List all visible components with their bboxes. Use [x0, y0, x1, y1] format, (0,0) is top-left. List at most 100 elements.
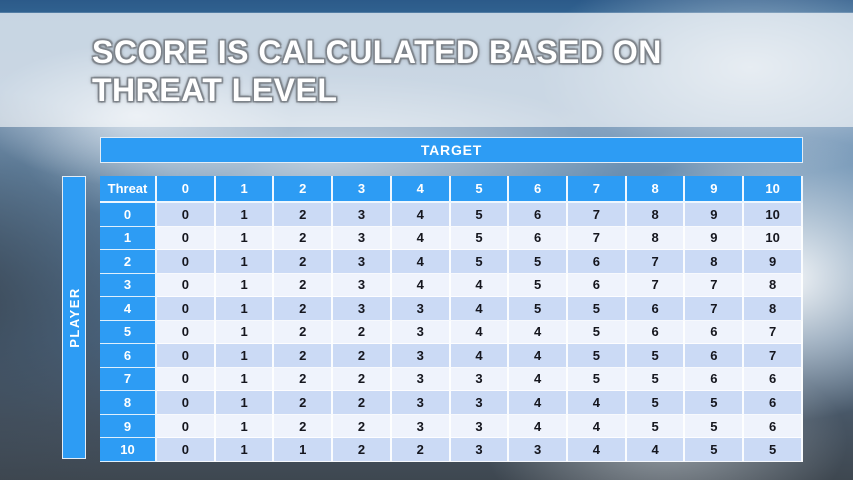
score-cell: 7	[626, 273, 686, 298]
score-cell: 3	[391, 297, 451, 321]
row-header-cell: 8	[100, 391, 157, 415]
score-cell: 3	[450, 438, 510, 462]
score-cell: 4	[391, 273, 451, 298]
target-axis-header: TARGET	[100, 137, 803, 163]
row-header-cell: 5	[100, 320, 157, 345]
score-cell: 6	[509, 203, 569, 227]
score-cell: 0	[157, 344, 216, 368]
score-cell: 3	[391, 320, 451, 345]
table-row: 0 0 1 2 3 4 5 6 7 8 9 10	[100, 203, 803, 227]
score-cell: 5	[626, 414, 686, 439]
row-header-cell: 3	[100, 273, 157, 298]
player-axis-header: PLAYER	[62, 176, 86, 459]
score-cell: 3	[450, 391, 510, 415]
score-cell: 2	[333, 344, 392, 368]
score-cell: 2	[333, 438, 392, 462]
score-cell: 2	[391, 438, 451, 462]
score-cell: 7	[744, 344, 803, 368]
score-cell: 6	[744, 391, 803, 415]
score-cell: 4	[568, 438, 627, 462]
score-cell: 4	[509, 414, 569, 439]
score-cell: 6	[685, 344, 745, 368]
column-header-cell: 5	[450, 176, 510, 203]
score-cell: 7	[685, 273, 745, 298]
score-cell: 4	[450, 273, 510, 298]
score-cell: 4	[509, 344, 569, 368]
score-cell: 8	[744, 297, 803, 321]
score-cell: 2	[274, 297, 334, 321]
score-cell: 2	[274, 250, 334, 274]
score-cell: 1	[215, 250, 275, 274]
table-row: 10 0 1 1 2 2 3 3 4 4 5 5	[100, 438, 803, 462]
score-cell: 1	[215, 438, 275, 462]
score-cell: 2	[333, 391, 392, 415]
column-header-cell: 3	[333, 176, 392, 203]
score-cell: 5	[685, 438, 745, 462]
column-header-cell: 0	[157, 176, 216, 203]
score-cell: 4	[509, 367, 569, 392]
row-header-cell: 4	[100, 297, 157, 321]
score-cell: 0	[157, 250, 216, 274]
score-cell: 0	[157, 203, 216, 227]
score-cell: 2	[274, 391, 334, 415]
score-cell: 3	[333, 297, 392, 321]
score-cell: 6	[626, 320, 686, 345]
score-cell: 5	[509, 297, 569, 321]
column-header-cell: 9	[685, 176, 745, 203]
score-cell: 7	[568, 203, 627, 227]
row-header-cell: 9	[100, 414, 157, 439]
score-cell: 4	[509, 391, 569, 415]
score-cell: 5	[450, 250, 510, 274]
score-cell: 4	[391, 203, 451, 227]
score-cell: 0	[157, 226, 216, 251]
score-cell: 0	[157, 438, 216, 462]
score-cell: 8	[685, 250, 745, 274]
score-cell: 3	[450, 414, 510, 439]
score-cell: 4	[450, 320, 510, 345]
score-cell: 1	[215, 391, 275, 415]
score-cell: 5	[626, 344, 686, 368]
score-cell: 10	[744, 226, 803, 251]
score-cell: 4	[391, 226, 451, 251]
score-cell: 3	[333, 226, 392, 251]
score-cell: 3	[391, 367, 451, 392]
score-cell: 4	[568, 414, 627, 439]
score-cell: 2	[333, 367, 392, 392]
score-cell: 5	[685, 391, 745, 415]
score-cell: 1	[215, 226, 275, 251]
score-cell: 5	[568, 344, 627, 368]
score-cell: 0	[157, 320, 216, 345]
score-cell: 5	[568, 320, 627, 345]
score-cell: 9	[744, 250, 803, 274]
score-cell: 4	[509, 320, 569, 345]
score-cell: 7	[568, 226, 627, 251]
score-cell: 3	[391, 391, 451, 415]
player-axis-label: PLAYER	[66, 287, 82, 348]
score-cell: 4	[568, 391, 627, 415]
score-cell: 5	[568, 367, 627, 392]
score-cell: 5	[509, 250, 569, 274]
score-cell: 6	[685, 367, 745, 392]
column-header-cell: 7	[568, 176, 627, 203]
score-cell: 6	[744, 414, 803, 439]
score-cell: 5	[450, 226, 510, 251]
score-cell: 3	[391, 344, 451, 368]
row-header-cell: 10	[100, 438, 157, 462]
score-cell: 2	[274, 226, 334, 251]
target-axis-label: TARGET	[420, 142, 483, 158]
score-cell: 3	[450, 367, 510, 392]
score-cell: 5	[685, 414, 745, 439]
score-cell: 3	[333, 250, 392, 274]
table-row: 1 0 1 2 3 4 5 6 7 8 9 10	[100, 226, 803, 251]
score-matrix-table: Threat 0 1 2 3 4 5 6 7 8 9 10 0 0 1 2 3 4 5 6 7 8 9 10 1 0 1 2 3 4 5 6…	[100, 176, 803, 462]
column-header-cell: 8	[626, 176, 686, 203]
score-cell: 4	[391, 250, 451, 274]
row-header-cell: 2	[100, 250, 157, 274]
score-cell: 5	[626, 367, 686, 392]
